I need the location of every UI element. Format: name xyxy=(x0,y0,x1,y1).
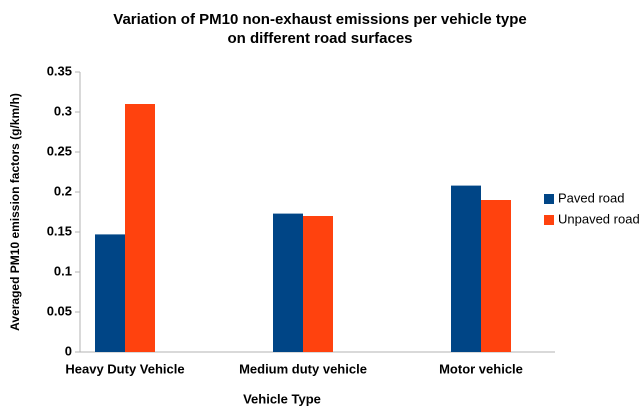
x-tick-label: Motor vehicle xyxy=(439,361,523,376)
x-tick-label: Heavy Duty Vehicle xyxy=(65,361,184,376)
bar xyxy=(303,216,333,352)
bar xyxy=(273,213,303,352)
y-tick-label: 0.1 xyxy=(54,263,72,278)
y-tick-label: 0.3 xyxy=(54,103,72,118)
chart-title: Variation of PM10 non-exhaust emissions … xyxy=(113,11,526,28)
chart-title: on different road surfaces xyxy=(227,30,412,47)
y-tick-label: 0.25 xyxy=(47,143,72,158)
y-tick-label: 0.2 xyxy=(54,183,72,198)
legend-swatch xyxy=(544,215,554,225)
y-tick-label: 0.15 xyxy=(47,223,72,238)
x-axis-label: Vehicle Type xyxy=(243,391,321,406)
bar xyxy=(451,185,481,352)
y-tick-label: 0.35 xyxy=(47,63,72,78)
y-axis-label: Averaged PM10 emission factors (g/km/h) xyxy=(8,93,22,331)
y-tick-label: 0.05 xyxy=(47,303,72,318)
legend-label: Unpaved road xyxy=(558,211,640,226)
legend-label: Paved road xyxy=(558,190,625,205)
y-tick-label: 0 xyxy=(65,343,72,358)
bar xyxy=(95,234,125,352)
x-tick-label: Medium duty vehicle xyxy=(239,361,367,376)
bar xyxy=(481,200,511,352)
legend-swatch xyxy=(544,194,554,204)
bar xyxy=(125,104,155,352)
